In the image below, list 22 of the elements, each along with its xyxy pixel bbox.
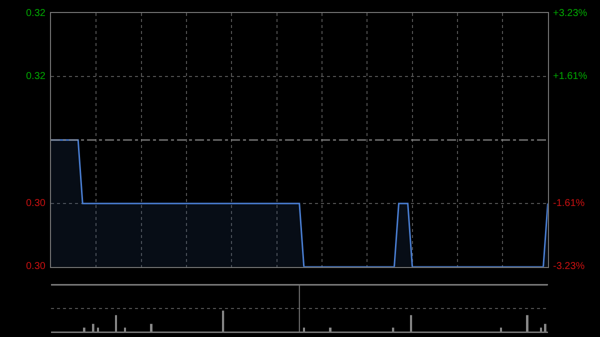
y2-tick-label: -1.61% bbox=[553, 198, 585, 209]
bar bbox=[97, 328, 99, 332]
bar bbox=[150, 324, 152, 332]
y2-tick-label: +3.23% bbox=[553, 8, 588, 19]
bar bbox=[329, 328, 332, 332]
bar bbox=[115, 315, 117, 332]
bar bbox=[540, 328, 542, 332]
bar bbox=[92, 324, 94, 332]
y-tick-label: 0.30 bbox=[26, 198, 46, 209]
y2-tick-label: -3.23% bbox=[553, 261, 585, 272]
bar bbox=[544, 324, 546, 332]
y-tick-label: 0.30 bbox=[26, 261, 46, 272]
bar bbox=[410, 315, 412, 332]
y-tick-label: 0.32 bbox=[26, 71, 46, 82]
bar bbox=[500, 328, 502, 332]
bar bbox=[222, 310, 224, 332]
bar bbox=[526, 315, 528, 332]
y-tick-label: 0.32 bbox=[26, 8, 46, 19]
bar bbox=[83, 328, 86, 332]
bar bbox=[124, 328, 126, 332]
y2-tick-label: +1.61% bbox=[553, 71, 588, 82]
bar bbox=[303, 328, 305, 332]
